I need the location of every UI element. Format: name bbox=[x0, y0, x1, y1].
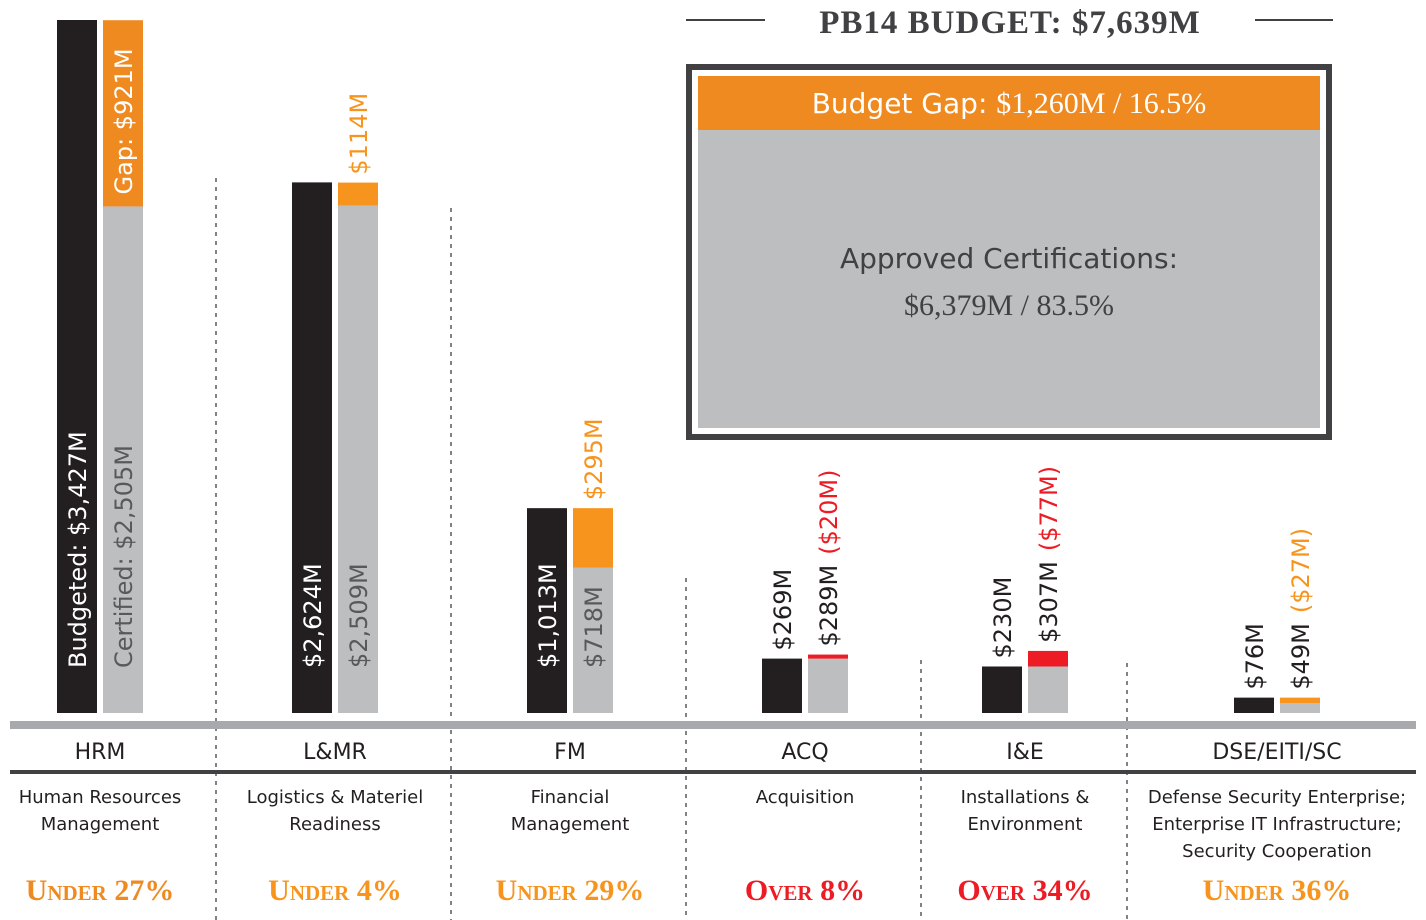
bar-budgeted bbox=[527, 508, 567, 713]
cert-value: $6,379M / 83.5% bbox=[904, 289, 1114, 322]
bar-gap bbox=[1028, 650, 1068, 667]
gap-label: Budget Gap: bbox=[812, 87, 988, 120]
status: Under 29% bbox=[496, 874, 645, 907]
certified-label: $289M bbox=[815, 565, 843, 647]
bar-budgeted bbox=[1234, 697, 1274, 713]
category-label: ACQ bbox=[781, 740, 828, 765]
value-label: $718M bbox=[580, 586, 608, 668]
value-label: $269M bbox=[769, 569, 797, 651]
bar-gap bbox=[1280, 697, 1320, 704]
value-label: Budgeted: $3,427M bbox=[64, 431, 92, 668]
certified-label: $49M bbox=[1287, 623, 1315, 690]
bar-budgeted bbox=[982, 666, 1022, 713]
bar-certified bbox=[1028, 666, 1068, 713]
summary-gap-text: Budget Gap: $1,260M / 16.5% bbox=[812, 87, 1207, 120]
category-label: HRM bbox=[75, 740, 126, 765]
value-label: $295M bbox=[580, 418, 608, 500]
bar-gap bbox=[573, 508, 613, 568]
cert-label: Approved Certifications: bbox=[840, 242, 1178, 275]
value-label: $307M ($77M) bbox=[1035, 466, 1063, 643]
status: Over 34% bbox=[957, 874, 1092, 907]
description: Management bbox=[511, 814, 630, 835]
gap-label: ($27M) bbox=[1287, 528, 1315, 613]
bar-budgeted bbox=[292, 182, 332, 713]
gap-label: ($20M) bbox=[815, 470, 843, 555]
bar-budgeted bbox=[57, 20, 97, 713]
description: Management bbox=[41, 814, 160, 835]
value-label: $1,013M bbox=[534, 563, 562, 668]
category-label: L&MR bbox=[303, 740, 367, 765]
status: Under 27% bbox=[26, 874, 175, 907]
category-label: I&E bbox=[1006, 740, 1044, 765]
status: Under 36% bbox=[1203, 874, 1352, 907]
value-label: $114M bbox=[345, 93, 373, 175]
category-label: FM bbox=[554, 740, 586, 765]
status: Under 4% bbox=[268, 874, 402, 907]
description: Environment bbox=[968, 814, 1083, 835]
description: Logistics & Materiel bbox=[247, 787, 424, 808]
bar-certified bbox=[573, 567, 613, 713]
bar-certified bbox=[338, 205, 378, 713]
chart-title: PB14 BUDGET: $7,639M bbox=[819, 5, 1200, 41]
header-rule bbox=[10, 770, 1416, 774]
summary-gap bbox=[698, 76, 1320, 130]
value-label: $49M ($27M) bbox=[1287, 528, 1315, 690]
description: Security Cooperation bbox=[1182, 841, 1372, 862]
value-label: $230M bbox=[989, 577, 1017, 659]
bar-gap bbox=[808, 654, 848, 659]
bar-certified bbox=[1280, 703, 1320, 713]
description: Enterprise IT Infrastructure; bbox=[1152, 814, 1402, 835]
bar-gap bbox=[103, 20, 143, 207]
status: Over 8% bbox=[745, 874, 865, 907]
value-label: Gap: $921M bbox=[110, 48, 138, 194]
bar-budgeted bbox=[762, 658, 802, 713]
summary-certified bbox=[698, 130, 1320, 428]
category-label: DSE/EITI/SC bbox=[1212, 740, 1341, 765]
dividers bbox=[215, 178, 1128, 920]
value-label: Certified: $2,505M bbox=[110, 445, 138, 668]
bar-certified bbox=[808, 658, 848, 713]
bar-gap bbox=[338, 182, 378, 206]
description: Readiness bbox=[289, 814, 380, 835]
certified-label: $307M bbox=[1035, 561, 1063, 643]
description: Defense Security Enterprise; bbox=[1148, 787, 1406, 808]
description: Human Resources bbox=[19, 787, 182, 808]
value-label: $2,624M bbox=[299, 563, 327, 668]
baseline bbox=[10, 721, 1416, 729]
bar-certified bbox=[103, 206, 143, 713]
description: Installations & bbox=[961, 787, 1090, 808]
value-label: $289M ($20M) bbox=[815, 470, 843, 647]
gap-label: ($77M) bbox=[1035, 466, 1063, 551]
value-label: $2,509M bbox=[345, 563, 373, 668]
value-label: $76M bbox=[1241, 623, 1269, 690]
description: Acquisition bbox=[756, 787, 855, 808]
gap-value: $1,260M / 16.5% bbox=[996, 87, 1206, 120]
description: Financial bbox=[531, 787, 610, 808]
